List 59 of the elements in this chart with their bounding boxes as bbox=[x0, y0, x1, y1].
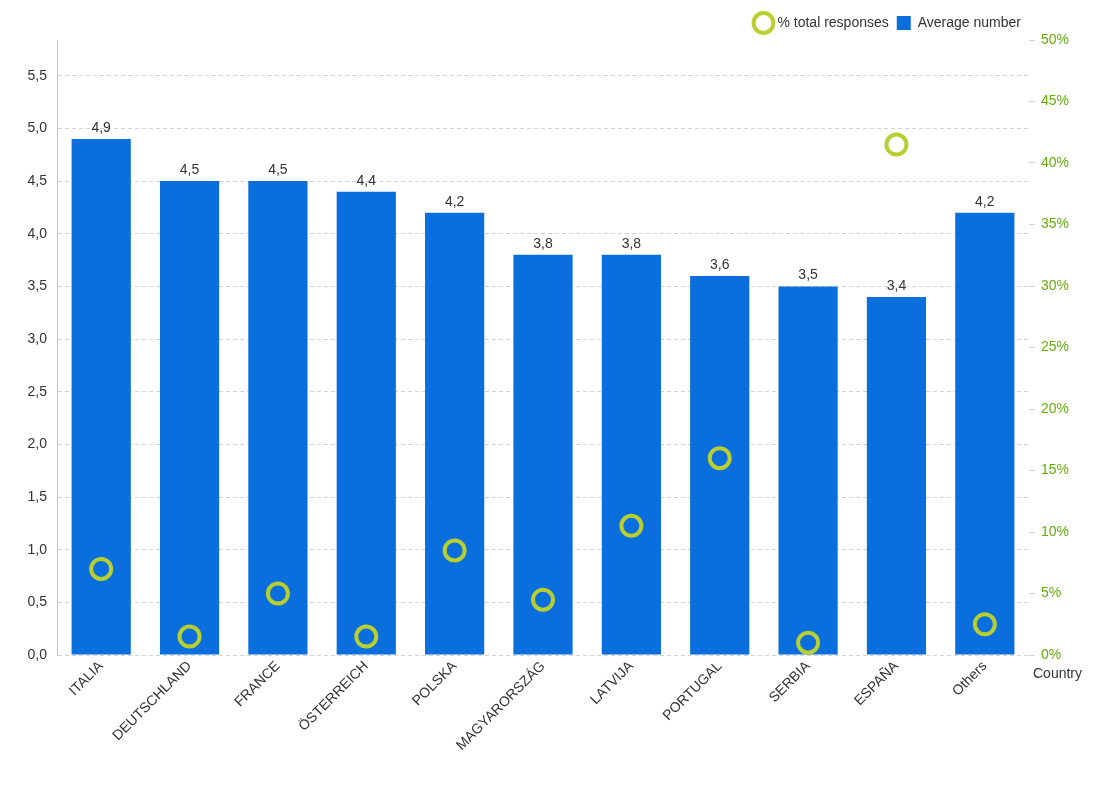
data-label: 4,5 bbox=[268, 160, 288, 177]
data-label: 4,9 bbox=[91, 118, 112, 135]
data-label: 3,8 bbox=[621, 234, 642, 251]
point bbox=[796, 630, 821, 655]
point bbox=[265, 581, 290, 606]
point bbox=[442, 538, 467, 563]
y2-tick-label: 30% bbox=[1041, 276, 1070, 293]
data-label: 4,5 bbox=[179, 160, 200, 177]
bar bbox=[71, 138, 131, 655]
bar bbox=[513, 254, 573, 655]
data-label: 3,5 bbox=[798, 266, 819, 283]
data-label: 3,8 bbox=[533, 234, 553, 251]
point bbox=[354, 624, 379, 649]
x-axis-title: Country bbox=[1033, 664, 1083, 681]
bar bbox=[159, 181, 220, 655]
y2-tick-label: 45% bbox=[1041, 92, 1070, 109]
point bbox=[531, 587, 555, 612]
point bbox=[89, 556, 114, 581]
bar bbox=[778, 286, 838, 655]
y-tick-label: 0,0 bbox=[27, 645, 48, 662]
bar bbox=[866, 296, 927, 655]
data-label: 3,6 bbox=[709, 255, 730, 272]
y2-tick-label: 5% bbox=[1041, 584, 1062, 601]
y-tick-label: 1,0 bbox=[27, 540, 48, 557]
bar bbox=[601, 254, 661, 655]
y-tick-label: 2,0 bbox=[27, 435, 48, 452]
bar bbox=[690, 275, 750, 655]
y-tick-label: 2,5 bbox=[27, 382, 48, 399]
y2-tick-label: 0% bbox=[1041, 645, 1062, 662]
y-tick-label: 5,0 bbox=[27, 119, 48, 136]
data-label: 4,4 bbox=[356, 171, 377, 188]
y2-tick-label: 25% bbox=[1041, 338, 1070, 355]
data-label: 3,4 bbox=[886, 276, 907, 293]
point bbox=[619, 513, 644, 538]
y-tick-label: 5,5 bbox=[27, 66, 48, 83]
legend-label: Average number bbox=[917, 13, 1022, 30]
y-tick-label: 1,5 bbox=[27, 487, 48, 504]
point bbox=[707, 446, 732, 471]
legend-label: % total responses bbox=[777, 13, 889, 30]
point bbox=[884, 132, 909, 157]
bar bbox=[248, 181, 308, 655]
y-tick-label: 3,0 bbox=[27, 329, 48, 346]
bar bbox=[425, 212, 485, 655]
point bbox=[972, 612, 997, 637]
y2-tick-label: 50% bbox=[1041, 30, 1070, 47]
y2-tick-label: 40% bbox=[1041, 153, 1070, 170]
data-label: 4,2 bbox=[444, 192, 465, 209]
y-tick-label: 0,5 bbox=[27, 593, 48, 610]
data-label: 4,2 bbox=[975, 192, 995, 209]
point bbox=[177, 624, 202, 649]
y-tick-label: 4,0 bbox=[27, 224, 48, 241]
bar bbox=[955, 212, 1015, 655]
y2-tick-label: 35% bbox=[1041, 215, 1070, 232]
y2-tick-label: 10% bbox=[1041, 522, 1070, 539]
y-tick-label: 3,5 bbox=[27, 277, 48, 294]
y2-tick-label: 20% bbox=[1041, 399, 1070, 416]
y-tick-label: 4,5 bbox=[27, 171, 48, 188]
bar bbox=[336, 191, 396, 655]
y2-tick-label: 15% bbox=[1041, 461, 1070, 478]
